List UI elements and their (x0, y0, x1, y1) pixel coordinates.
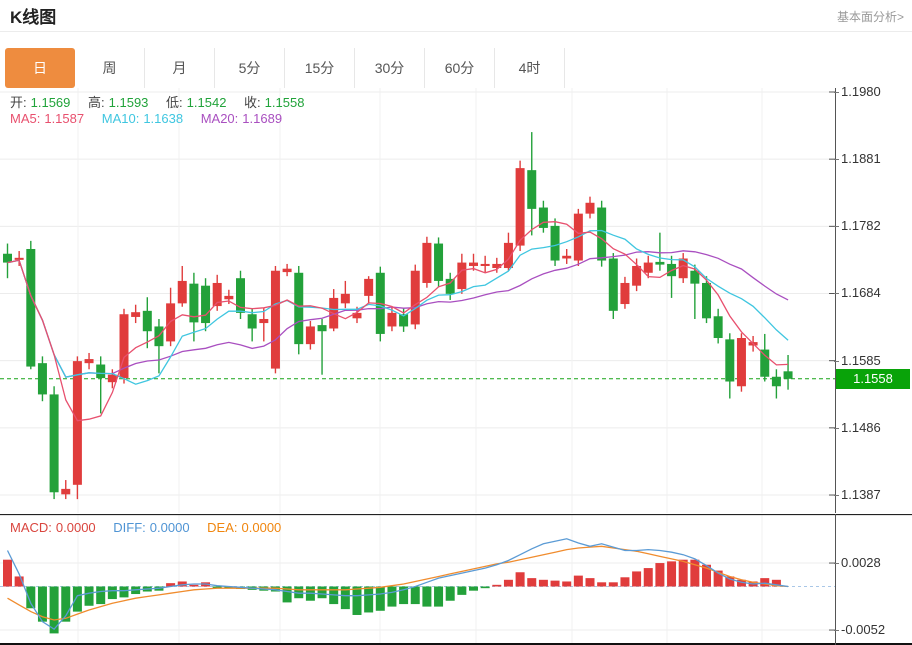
tab-30min[interactable]: 30分 (355, 48, 425, 88)
macd-readout: MACD: 0.0000 DIFF: 0.0000 DEA: 0.0000 (10, 520, 285, 535)
diff-label: DIFF: (113, 520, 146, 535)
close-value: 1.1558 (264, 95, 305, 110)
ma5-label: MA5: (10, 111, 41, 126)
open-label: 开: (10, 95, 27, 110)
y-axis-tick: 1.1387 (834, 487, 881, 502)
ma10-label: MA10: (101, 111, 140, 126)
tab-15min[interactable]: 15分 (285, 48, 355, 88)
high-value: 1.1593 (108, 95, 149, 110)
diff-value: 0.0000 (149, 520, 190, 535)
ohlc-readout: 开: 1.1569 高: 1.1593 低: 1.1542 收: 1.1558 (10, 92, 308, 111)
macd-chart (0, 514, 912, 645)
fundamental-analysis-link[interactable]: 基本面分析> (836, 10, 904, 24)
ma5-value: 1.1587 (44, 111, 85, 126)
y-axis-tick: 1.1684 (834, 285, 881, 300)
low-value: 1.1542 (186, 95, 227, 110)
candlestick-chart (0, 88, 836, 513)
chart-area: 开: 1.1569 高: 1.1593 低: 1.1542 收: 1.1558 MA5:… (0, 84, 912, 645)
tab-4hour[interactable]: 4时 (495, 48, 565, 88)
ma20-label: MA20: (200, 111, 239, 126)
ma-readout: MA5: 1.1587 MA10: 1.1638 MA20: 1.1689 (10, 111, 286, 126)
low-label: 低: (166, 95, 183, 110)
macd-label: MACD: (10, 520, 52, 535)
high-label: 高: (88, 95, 105, 110)
dea-label: DEA: (207, 520, 238, 535)
page-header: K线图 基本面分析> (0, 0, 912, 32)
tab-60min[interactable]: 60分 (425, 48, 495, 88)
close-label: 收: (244, 95, 261, 110)
macd-value: 0.0000 (55, 520, 96, 535)
y-axis-tick: 1.1881 (834, 151, 881, 166)
tab-week[interactable]: 周 (75, 48, 145, 88)
ma10-value: 1.1638 (143, 111, 184, 126)
y-axis-tick: 1.1980 (834, 84, 881, 99)
macd-axis-tick: 0.0028 (834, 555, 881, 570)
macd-axis-tick: -0.0052 (833, 622, 886, 637)
tab-5min[interactable]: 5分 (215, 48, 285, 88)
y-axis-tick: 1.1486 (834, 420, 881, 435)
ma20-value: 1.1689 (242, 111, 283, 126)
page-title: K线图 (10, 8, 57, 27)
last-price-badge: 1.1558 (836, 369, 910, 389)
tab-day[interactable]: 日 (5, 48, 75, 88)
interval-tabs: 日 周 月 5分 15分 30分 60分 4时 (5, 48, 565, 88)
y-axis-tick: 1.1585 (834, 353, 881, 368)
dea-value: 0.0000 (241, 520, 282, 535)
y-axis-tick: 1.1782 (834, 218, 881, 233)
open-value: 1.1569 (30, 95, 71, 110)
tab-month[interactable]: 月 (145, 48, 215, 88)
